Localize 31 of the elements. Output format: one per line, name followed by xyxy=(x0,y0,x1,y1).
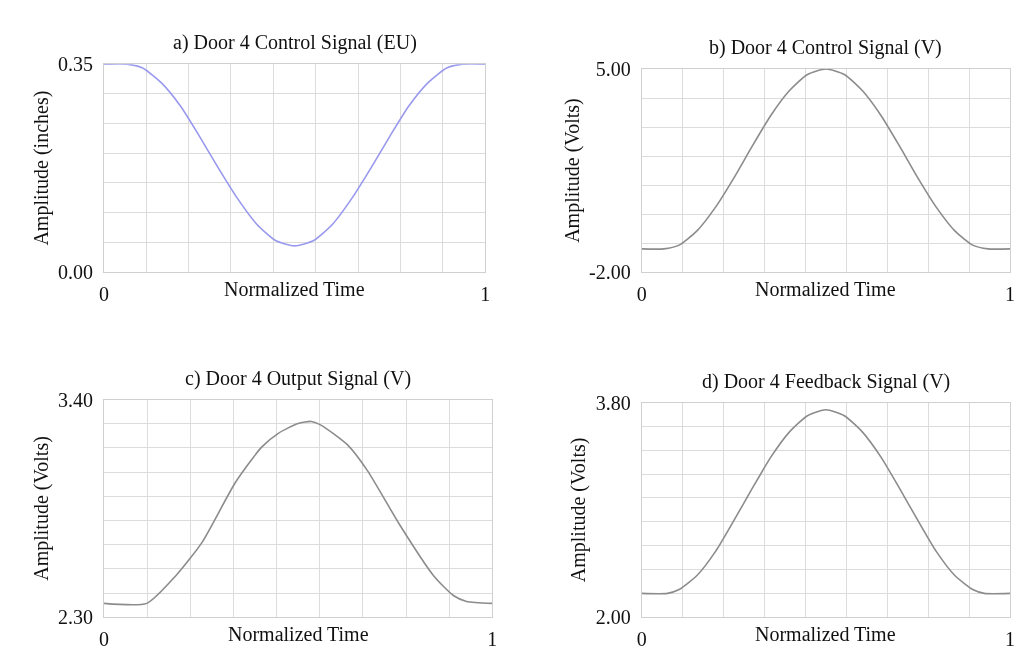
chart-title: a) Door 4 Control Signal (EU) xyxy=(173,31,417,54)
x-tick-label: 1 xyxy=(1005,628,1016,651)
y-axis-title: Amplitude (inches) xyxy=(29,90,53,246)
chart-title: b) Door 4 Control Signal (V) xyxy=(709,36,942,59)
y-tick-label: 2.30 xyxy=(58,606,94,629)
y-axis-title: Amplitude (Volts) xyxy=(567,437,591,583)
x-axis-title: Normalized Time xyxy=(228,623,369,645)
y-axis-title: Amplitude (Volts) xyxy=(29,436,53,581)
chart-title: c) Door 4 Output Signal (V) xyxy=(185,367,412,390)
line-series xyxy=(641,69,1011,250)
y-tick-label: -2.00 xyxy=(589,261,631,284)
y-tick-label: 0.00 xyxy=(58,261,94,284)
y-tick-label: 0.35 xyxy=(58,53,94,76)
line-series xyxy=(641,408,1011,595)
x-tick-label: 1 xyxy=(480,283,491,306)
x-tick-label: 0 xyxy=(636,283,647,306)
x-axis-title: Normalized Time xyxy=(224,278,365,300)
y-tick-label: 5.00 xyxy=(595,58,631,81)
x-axis-title: Normalized Time xyxy=(755,278,896,300)
x-tick-label: 0 xyxy=(99,283,110,306)
x-tick-label: 1 xyxy=(1005,283,1016,306)
y-tick-label: 2.00 xyxy=(595,606,631,629)
y-tick-label: 3.80 xyxy=(595,391,631,414)
x-tick-label: 0 xyxy=(636,628,647,651)
line-series xyxy=(104,420,493,606)
x-axis-title: Normalized Time xyxy=(755,623,896,645)
chart-title: d) Door 4 Feedback Signal (V) xyxy=(702,370,951,393)
x-tick-label: 1 xyxy=(487,628,498,651)
y-axis-title: Amplitude (Volts) xyxy=(560,98,584,243)
x-tick-label: 0 xyxy=(99,628,110,651)
y-tick-label: 3.40 xyxy=(58,388,94,411)
